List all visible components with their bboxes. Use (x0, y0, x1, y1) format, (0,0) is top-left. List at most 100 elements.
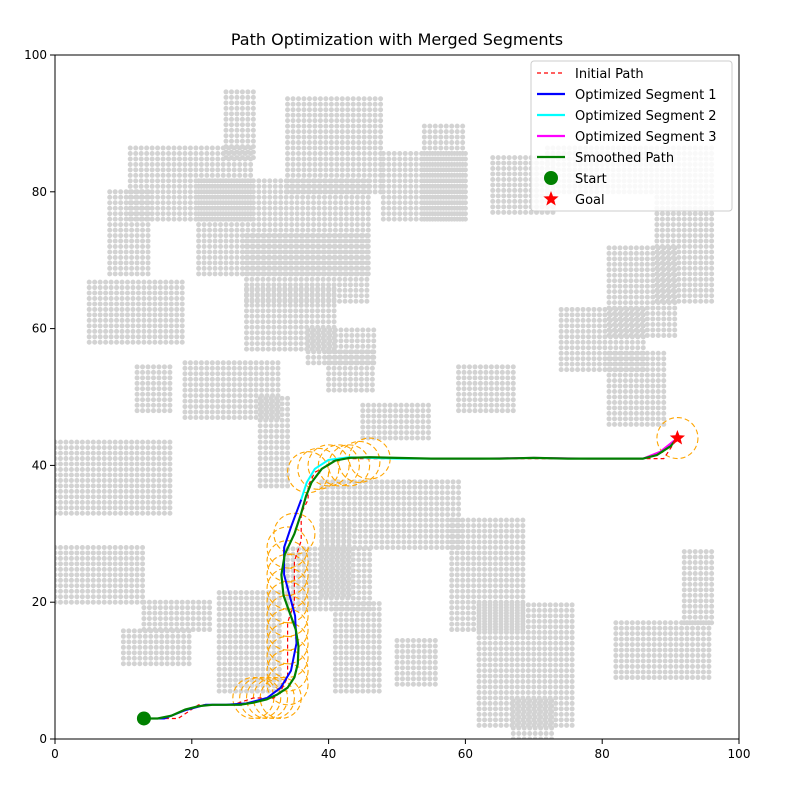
obstacle-dot (432, 211, 438, 217)
obstacle-dot (161, 402, 167, 408)
obstacle-dot (339, 145, 345, 151)
obstacle-dot (242, 382, 248, 388)
obstacle-dot (254, 238, 260, 244)
obstacle-dot (364, 382, 370, 388)
obstacle-dot (175, 650, 181, 656)
obstacle-dot (274, 483, 280, 489)
obstacle-dot (349, 343, 355, 349)
obstacle-dot (223, 227, 229, 233)
obstacle-dot (134, 483, 140, 489)
obstacle-dot (505, 380, 511, 386)
obstacle-dot (250, 100, 256, 106)
obstacle-dot (223, 189, 229, 195)
obstacle-dot (349, 222, 355, 228)
obstacle-block (326, 349, 375, 393)
obstacle-dot (85, 477, 91, 483)
obstacle-dot (239, 222, 245, 228)
obstacle-dot (144, 178, 150, 184)
obstacle-dot (397, 172, 403, 178)
obstacle-dot (445, 539, 451, 545)
obstacle-dot (397, 178, 403, 184)
obstacle-dot (271, 319, 277, 325)
obstacle-dot (335, 549, 341, 555)
obstacle-dot (427, 200, 433, 206)
obstacle-dot (68, 544, 74, 550)
obstacle-dot (237, 365, 243, 371)
obstacle-dot (176, 183, 182, 189)
obstacle-dot (342, 293, 348, 299)
obstacle-dot (120, 639, 126, 645)
obstacle-dot (163, 301, 169, 307)
obstacle-dot (193, 371, 199, 377)
obstacle-dot (412, 512, 418, 518)
obstacle-dot (321, 354, 327, 360)
obstacle-dot (350, 156, 356, 162)
obstacle-dot (248, 415, 254, 421)
obstacle-dot (296, 123, 302, 129)
obstacle-dot (276, 271, 282, 277)
obstacle-dot (271, 271, 277, 277)
obstacle-dot (63, 499, 69, 505)
obstacle-dot (499, 364, 505, 370)
obstacle-dot (321, 189, 327, 195)
obstacle-dot (432, 178, 438, 184)
obstacle-dot (306, 140, 312, 146)
obstacle-dot (238, 639, 244, 645)
obstacle-dot (283, 227, 289, 233)
obstacle-dot (360, 200, 366, 206)
obstacle-dot (276, 302, 282, 308)
obstacle-dot (350, 107, 356, 113)
obstacle-dot (412, 528, 418, 534)
obstacle-dot (367, 145, 373, 151)
obstacle-dot (114, 312, 120, 318)
obstacle-dot (201, 605, 207, 611)
obstacle-dot (144, 150, 150, 156)
obstacle-dot (279, 439, 285, 445)
obstacle-dot (156, 494, 162, 500)
obstacle-dot (263, 439, 269, 445)
obstacle-dot (134, 402, 140, 408)
obstacle-dot (231, 404, 237, 410)
obstacle-dot (285, 439, 291, 445)
obstacle-dot (317, 601, 323, 607)
obstacle-dot (244, 346, 250, 352)
obstacle-dot (112, 194, 118, 200)
obstacle-dot (237, 387, 243, 393)
obstacle-dot (285, 573, 291, 579)
obstacle-dot (196, 211, 202, 217)
obstacle-dot (341, 565, 347, 571)
obstacle-dot (239, 227, 245, 233)
obstacle-dot (438, 134, 444, 140)
obstacle-dot (101, 594, 107, 600)
obstacle-dot (461, 375, 467, 381)
obstacle-dot (498, 555, 504, 561)
obstacle-dot (361, 101, 367, 107)
obstacle-dot (360, 343, 366, 349)
obstacle-dot (170, 633, 176, 639)
obstacle-dot (449, 129, 455, 135)
obstacle-dot (300, 200, 306, 206)
obstacle-dot (179, 306, 185, 312)
obstacle-dot (142, 644, 148, 650)
obstacle-dot (237, 415, 243, 421)
obstacle-dot (427, 156, 433, 162)
obstacle-dot (330, 521, 336, 527)
obstacle-dot (68, 445, 74, 451)
obstacle-dot (57, 488, 63, 494)
obstacle-dot (323, 107, 329, 113)
obstacle-dot (503, 539, 509, 545)
obstacle-dot (85, 566, 91, 572)
obstacle-dot (198, 145, 204, 151)
obstacle-dot (257, 461, 263, 467)
obstacle-dot (328, 118, 334, 124)
obstacle-dot (365, 338, 371, 344)
obstacle-dot (296, 557, 302, 563)
obstacle-dot (287, 244, 293, 250)
obstacle-dot (456, 369, 462, 375)
obstacle-dot (347, 244, 353, 250)
obstacle-dot (476, 594, 482, 600)
obstacle-dot (112, 505, 118, 511)
obstacle-dot (449, 200, 455, 206)
obstacle-dot (342, 282, 348, 288)
obstacle-dot (168, 610, 174, 616)
